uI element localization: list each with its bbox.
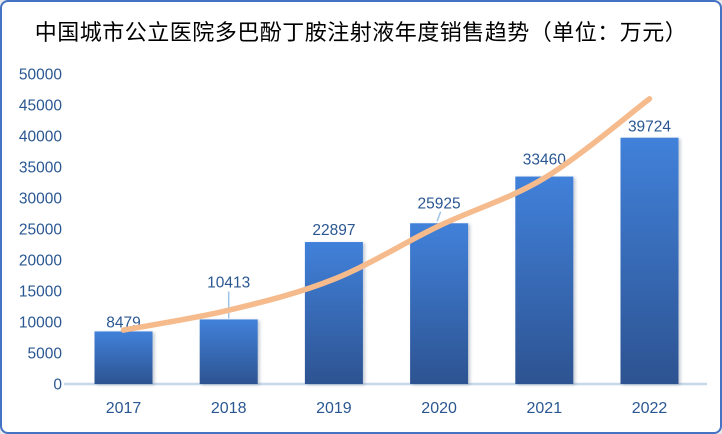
x-tick-label: 2019: [316, 400, 352, 417]
bar-value-label: 10413: [207, 274, 250, 291]
y-tick-label: 35000: [19, 160, 62, 177]
bar-2020: [410, 223, 469, 384]
x-tick-label: 2018: [211, 400, 247, 417]
y-tick-label: 10000: [19, 315, 62, 332]
trend-line: [120, 96, 653, 333]
y-tick-label: 20000: [19, 253, 62, 270]
y-tick-label: 5000: [28, 346, 63, 363]
x-tick-label: 2022: [632, 400, 668, 417]
y-tick-label: 25000: [19, 222, 62, 239]
bar-2017: [94, 331, 153, 384]
chart-title: 中国城市公立医院多巴酚丁胺注射液年度销售趋势（单位：万元）: [34, 20, 688, 45]
y-tick-label: 15000: [19, 284, 62, 301]
x-tick-label: 2021: [527, 400, 563, 417]
y-tick-label: 40000: [19, 129, 62, 146]
y-tick-label: 30000: [19, 191, 62, 208]
bar-value-label: 39724: [628, 119, 671, 136]
bar-2021: [515, 176, 574, 384]
y-tick-label: 45000: [19, 98, 62, 115]
y-tick-label: 50000: [19, 67, 62, 84]
bar-value-label: 22897: [312, 222, 355, 239]
leader-line-2020: [436, 211, 442, 222]
bar-value-label: 25925: [418, 195, 461, 212]
bar-2018: [199, 319, 258, 384]
bar-value-label: 33460: [523, 152, 566, 169]
x-tick-label: 2020: [421, 400, 457, 417]
x-tick-label: 2017: [106, 400, 142, 417]
bar-2022: [620, 137, 679, 384]
bar-2019: [304, 242, 363, 384]
y-tick-label: 0: [53, 377, 62, 394]
